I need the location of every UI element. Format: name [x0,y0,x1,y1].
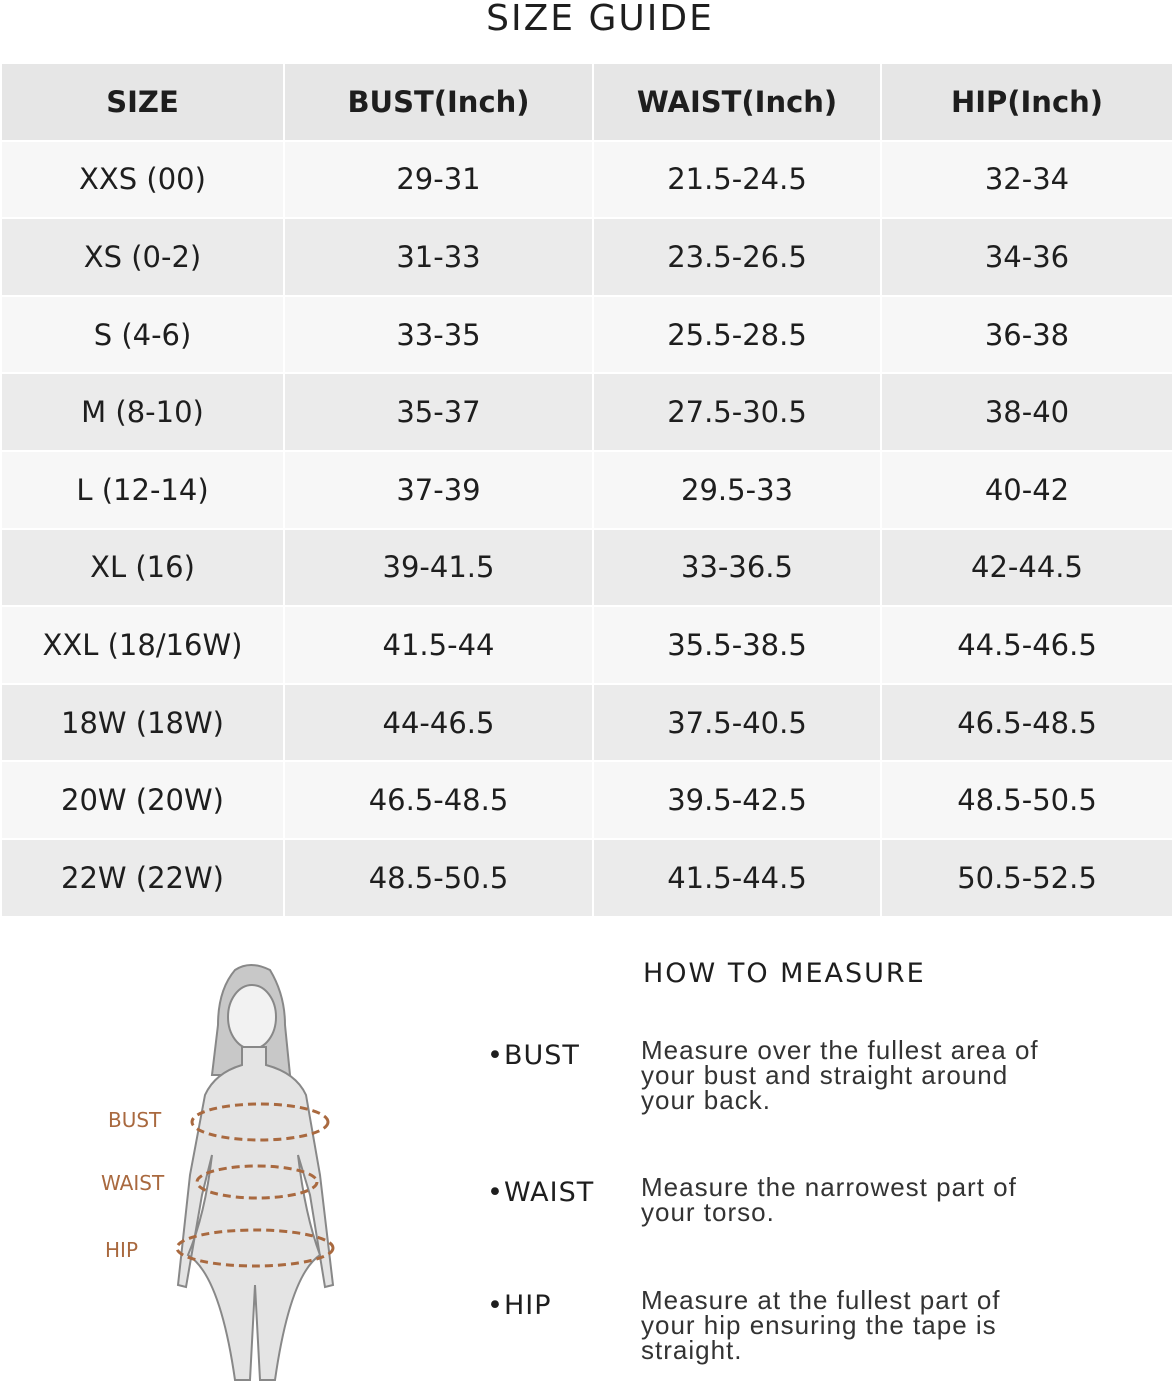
table-cell: 44-46.5 [285,684,592,761]
measure-label: •WAIST [487,1177,595,1208]
table-cell: 34-36 [882,219,1172,295]
table-cell: M (8-10) [2,374,283,450]
table-cell: 41.5-44.5 [594,839,880,916]
table-cell: 48.5-50.5 [285,839,592,916]
table-cell: XXL (18/16W) [2,607,283,683]
figure-label: BUST [108,1108,162,1132]
table-row: XS (0-2) 31-33 23.5-26.5 34-36 [2,219,1172,295]
table-cell: 37.5-40.5 [594,684,880,761]
table-cell: 33-35 [285,296,592,373]
table-row: S (4-6) 33-35 25.5-28.5 36-38 [2,296,1172,373]
measure-label-text: WAIST [503,1177,595,1208]
table-cell: S (4-6) [2,296,283,373]
table-cell: L (12-14) [2,451,283,528]
measure-label-text: HIP [503,1290,552,1321]
table-cell: 31-33 [285,219,592,295]
table-cell: XS (0-2) [2,219,283,295]
table-cell: 32-34 [882,141,1172,218]
table-cell: 38-40 [882,374,1172,450]
header-cell: WAIST(Inch) [594,64,880,140]
table-cell: 20W (20W) [2,762,283,838]
table-cell: XXS (00) [2,141,283,218]
table-cell: 22W (22W) [2,839,283,916]
table-row: 18W (18W) 44-46.5 37.5-40.5 46.5-48.5 [2,684,1172,761]
table-cell: 36-38 [882,296,1172,373]
table-cell: 39.5-42.5 [594,762,880,838]
header-row: SIZE BUST(Inch) WAIST(Inch) HIP(Inch) [2,64,1172,140]
figure-label: HIP [105,1238,138,1262]
measure-title: HOW TO MEASURE [643,958,926,989]
table-cell: 40-42 [882,451,1172,528]
measure-label: •HIP [487,1290,552,1321]
table-cell: 35-37 [285,374,592,450]
table-cell: 42-44.5 [882,529,1172,606]
table-cell: 25.5-28.5 [594,296,880,373]
table-cell: 27.5-30.5 [594,374,880,450]
table-row: L (12-14) 37-39 29.5-33 40-42 [2,451,1172,528]
table-cell: 29.5-33 [594,451,880,528]
table-row: XL (16) 39-41.5 33-36.5 42-44.5 [2,529,1172,606]
table-cell: 39-41.5 [285,529,592,606]
table-cell: 44.5-46.5 [882,607,1172,683]
size-table: SIZE BUST(Inch) WAIST(Inch) HIP(Inch) XXS (0… [2,64,1172,918]
table-cell: 23.5-26.5 [594,219,880,295]
table-cell: 46.5-48.5 [882,684,1172,761]
measure-text: Measure the narrowest part of your torso… [641,1172,1017,1227]
measure-label: •BUST [487,1040,580,1071]
table-cell: 21.5-24.5 [594,141,880,218]
table-cell: 46.5-48.5 [285,762,592,838]
table-row: XXL (18/16W) 41.5-44 35.5-38.5 44.5-46.5 [2,607,1172,683]
table-cell: 33-36.5 [594,529,880,606]
table-cell: 41.5-44 [285,607,592,683]
header-cell: HIP(Inch) [882,64,1172,140]
table-row: 20W (20W) 46.5-48.5 39.5-42.5 48.5-50.5 [2,762,1172,838]
table-cell: 48.5-50.5 [882,762,1172,838]
body-figure [175,964,335,1381]
header-cell: SIZE [2,64,283,140]
header-cell: BUST(Inch) [285,64,592,140]
table-row: M (8-10) 35-37 27.5-30.5 38-40 [2,374,1172,450]
table-cell: 50.5-52.5 [882,839,1172,916]
figure-label: WAIST [101,1171,165,1195]
title: SIZE GUIDE [486,0,714,39]
table-cell: XL (16) [2,529,283,606]
table-cell: 29-31 [285,141,592,218]
table-cell: 37-39 [285,451,592,528]
table-row: XXS (00) 29-31 21.5-24.5 32-34 [2,141,1172,218]
measure-label-text: BUST [503,1040,580,1071]
measure-text: Measure at the fullest part of your hip … [641,1285,1001,1365]
table-cell: 35.5-38.5 [594,607,880,683]
table-cell: 18W (18W) [2,684,283,761]
table-row: 22W (22W) 48.5-50.5 41.5-44.5 50.5-52.5 [2,839,1172,916]
measure-text: Measure over the fullest area of your bu… [641,1035,1039,1115]
